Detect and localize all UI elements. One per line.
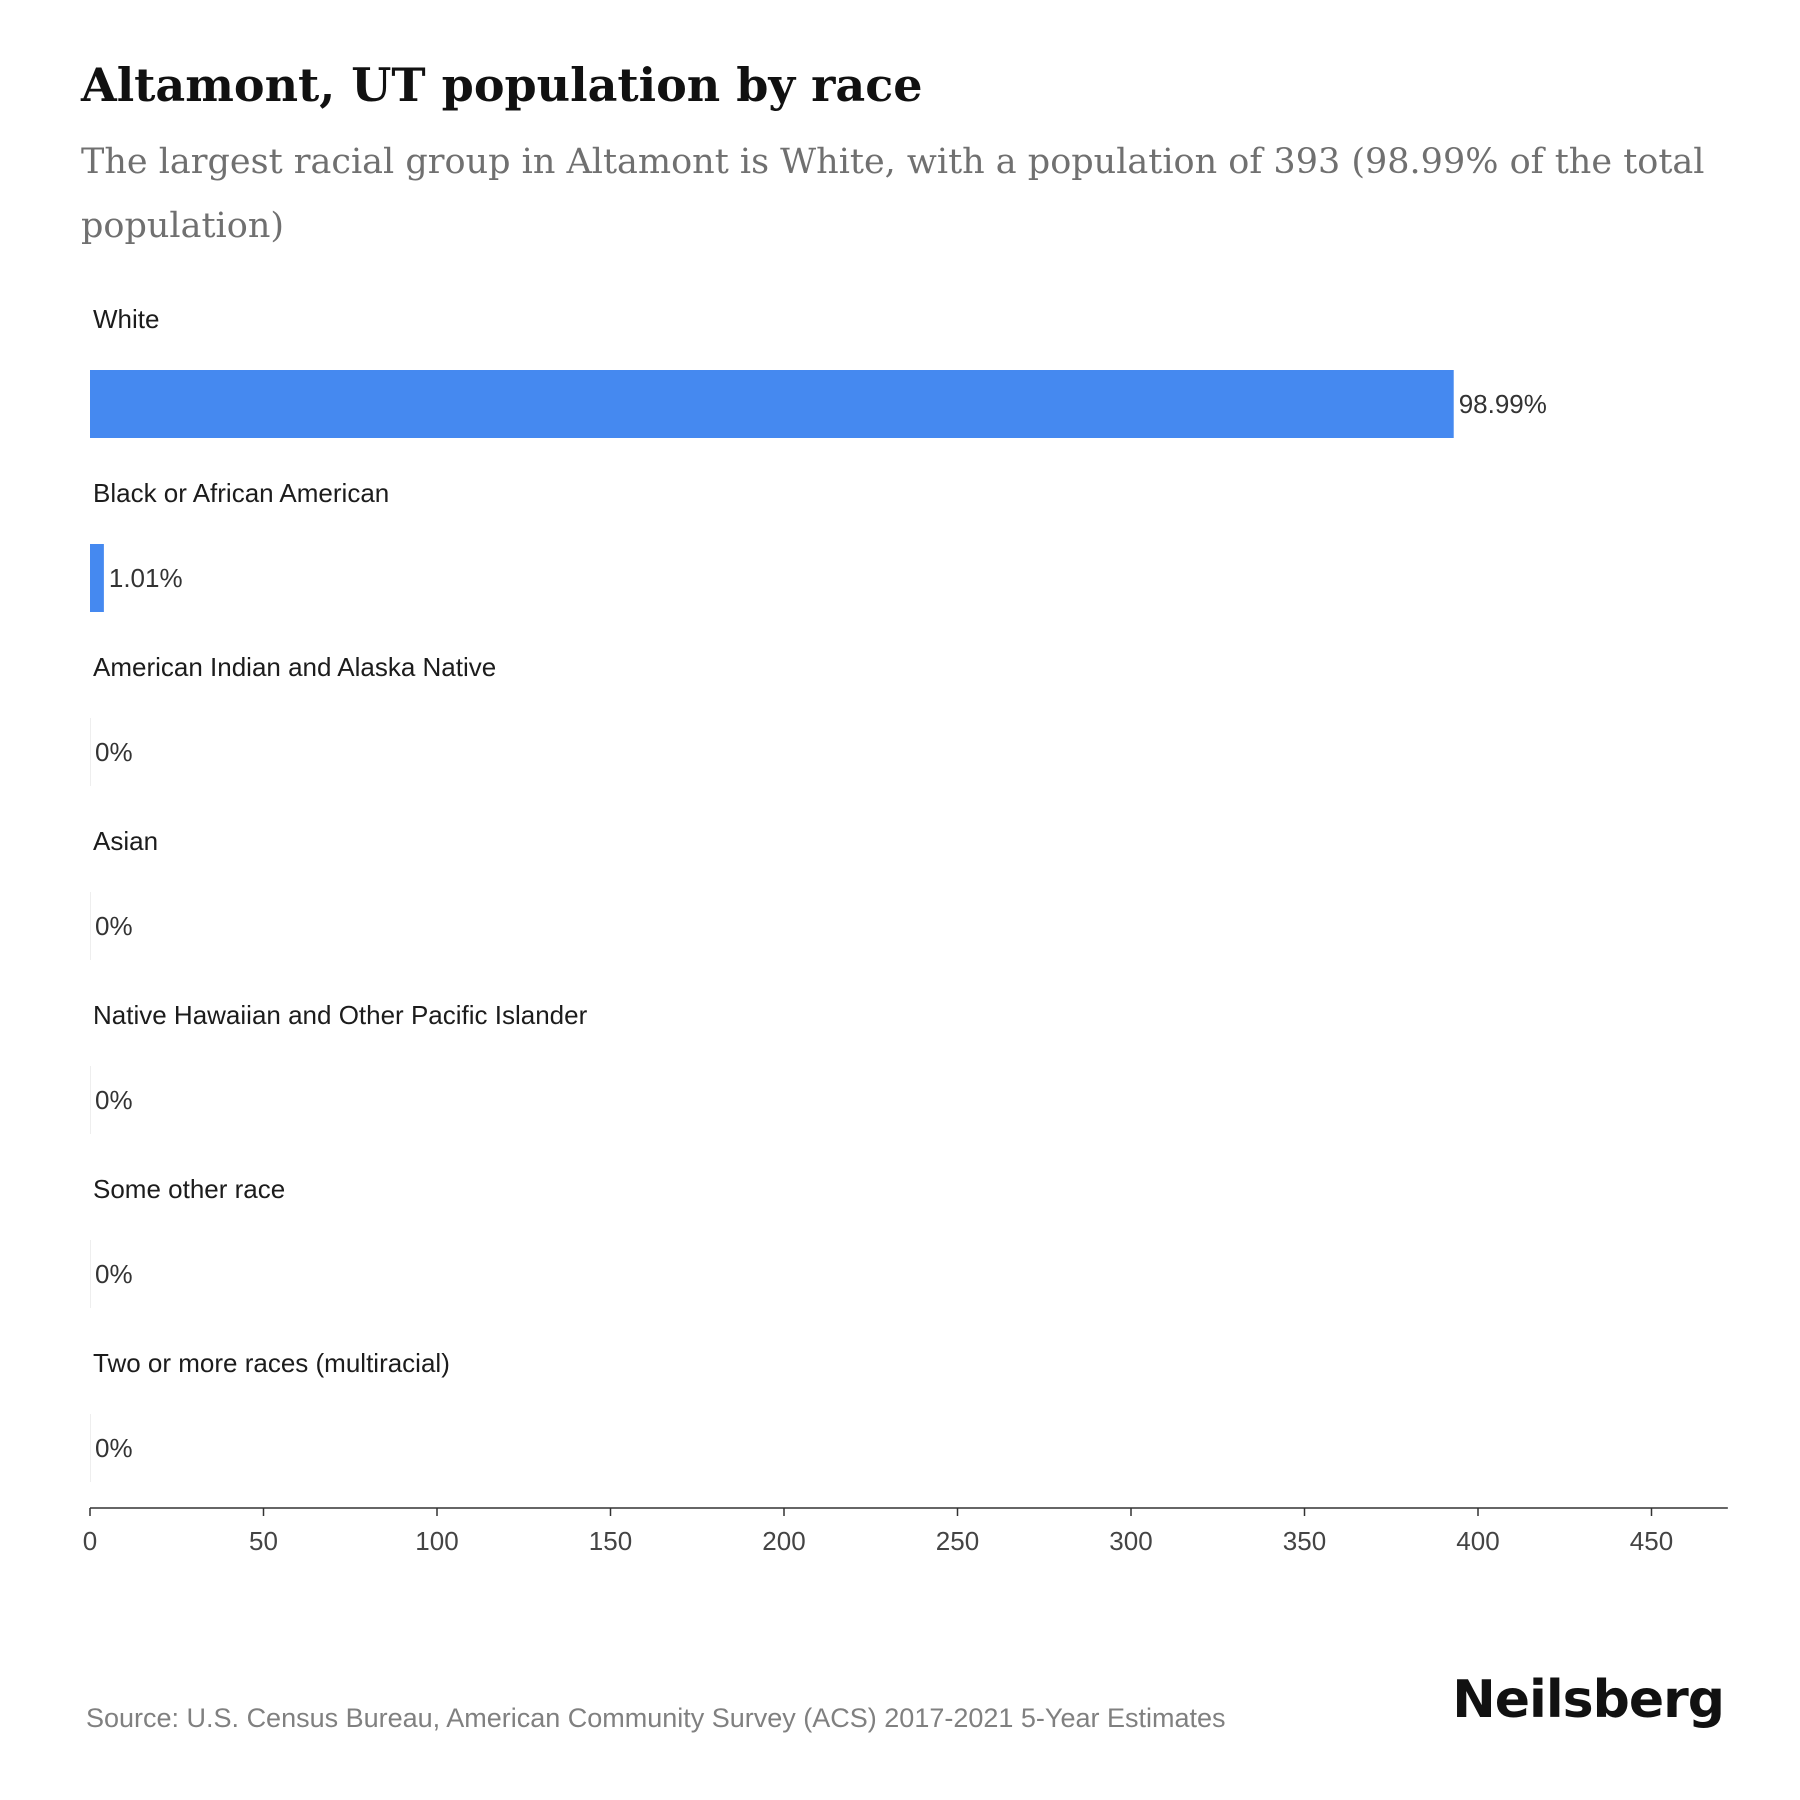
- x-tick-label-250: 250: [936, 1526, 979, 1556]
- bar-black-or-african-american: [90, 544, 104, 612]
- x-tick-label-0: 0: [83, 1526, 97, 1556]
- value-label-two-or-more-races-multiracial: 0%: [95, 1433, 133, 1463]
- value-label-black-or-african-american: 1.01%: [109, 563, 183, 593]
- chart-title: Altamont, UT population by race: [81, 58, 923, 112]
- x-tick-label-350: 350: [1283, 1526, 1326, 1556]
- x-tick-label-300: 300: [1109, 1526, 1152, 1556]
- value-label-some-other-race: 0%: [95, 1259, 133, 1289]
- value-label-american-indian-and-alaska-native: 0%: [95, 737, 133, 767]
- chart-subtitle: The largest racial group in Altamont is …: [81, 142, 1705, 246]
- source-note: Source: U.S. Census Bureau, American Com…: [86, 1703, 1226, 1733]
- brand-logo: Neilsberg: [1452, 1670, 1725, 1730]
- category-label-some-other-race: Some other race: [93, 1174, 285, 1204]
- category-label-black-or-african-american: Black or African American: [93, 478, 389, 508]
- x-tick-label-50: 50: [249, 1526, 278, 1556]
- x-tick-label-150: 150: [589, 1526, 632, 1556]
- x-tick-label-400: 400: [1456, 1526, 1499, 1556]
- value-label-native-hawaiian-and-other-pacific-islander: 0%: [95, 1085, 133, 1115]
- x-tick-label-100: 100: [415, 1526, 458, 1556]
- category-label-native-hawaiian-and-other-pacific-islander: Native Hawaiian and Other Pacific Island…: [93, 1000, 588, 1030]
- category-label-american-indian-and-alaska-native: American Indian and Alaska Native: [93, 652, 496, 682]
- category-label-two-or-more-races-multiracial: Two or more races (multiracial): [93, 1348, 450, 1378]
- category-label-asian: Asian: [93, 826, 158, 856]
- value-label-white: 98.99%: [1459, 389, 1547, 419]
- bar-white: [90, 370, 1454, 438]
- x-tick-label-200: 200: [762, 1526, 805, 1556]
- x-tick-label-450: 450: [1630, 1526, 1673, 1556]
- category-label-white: White: [93, 304, 159, 334]
- value-label-asian: 0%: [95, 911, 133, 941]
